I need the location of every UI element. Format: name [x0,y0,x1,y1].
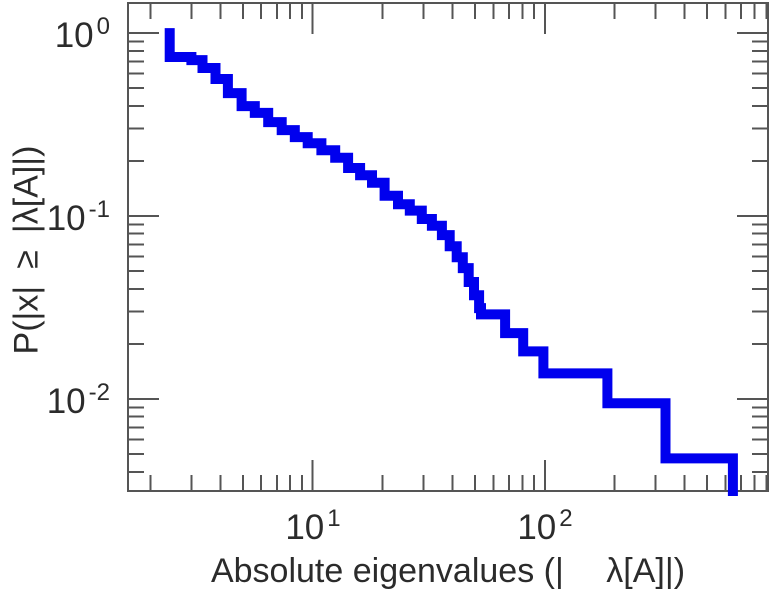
x-tick-label: 10 2 [517,505,573,547]
plot-border [127,2,769,492]
y-tick-label: 10 -1 [46,196,110,238]
y-axis-title: P(|x| ≥ |λ[A]|) [7,145,46,355]
axes [127,2,769,492]
y-tick-label: 10 -2 [46,379,110,421]
x-axis-title: Absolute eigenvalues (| λ[A]|) [210,552,686,590]
y-tick-label: 10 0 [54,13,110,55]
x-tick-label: 10 1 [285,505,341,547]
ccdf-step-curve [164,28,738,496]
